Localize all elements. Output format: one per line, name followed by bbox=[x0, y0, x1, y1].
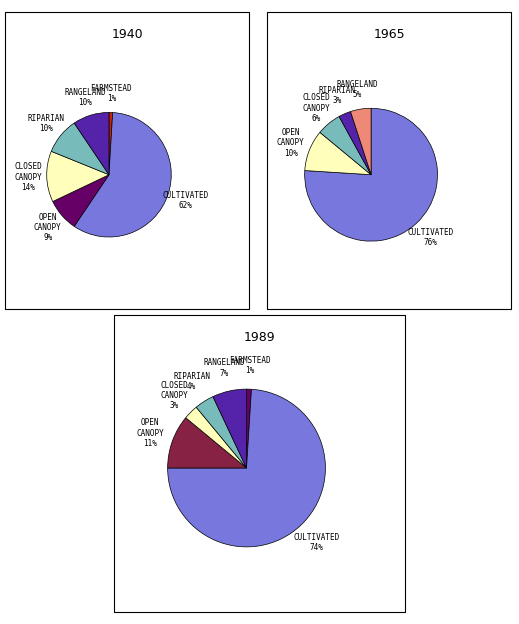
Wedge shape bbox=[305, 132, 371, 175]
Text: 1989: 1989 bbox=[244, 331, 275, 344]
Text: OPEN
CANOPY
9%: OPEN CANOPY 9% bbox=[34, 213, 62, 243]
Text: FARMSTEAD
1%: FARMSTEAD 1% bbox=[91, 84, 132, 104]
Wedge shape bbox=[109, 112, 113, 175]
Wedge shape bbox=[74, 112, 171, 237]
Wedge shape bbox=[74, 112, 109, 175]
Text: CULTIVATED
76%: CULTIVATED 76% bbox=[407, 228, 453, 247]
Wedge shape bbox=[51, 123, 109, 175]
Text: RANGELAND
10%: RANGELAND 10% bbox=[64, 87, 106, 107]
Text: OPEN
CANOPY
11%: OPEN CANOPY 11% bbox=[136, 418, 164, 448]
Wedge shape bbox=[186, 407, 247, 468]
Text: 1940: 1940 bbox=[112, 28, 143, 41]
Wedge shape bbox=[47, 151, 109, 202]
Text: FARMSTEAD
1%: FARMSTEAD 1% bbox=[229, 356, 270, 375]
Text: CULTIVATED
74%: CULTIVATED 74% bbox=[294, 533, 340, 552]
Text: OPEN
CANOPY
10%: OPEN CANOPY 10% bbox=[277, 128, 305, 158]
Wedge shape bbox=[350, 109, 371, 175]
Text: RIPARIAN
10%: RIPARIAN 10% bbox=[28, 114, 65, 134]
Text: RIPARIAN
3%: RIPARIAN 3% bbox=[318, 85, 356, 105]
Wedge shape bbox=[339, 112, 371, 175]
Wedge shape bbox=[168, 389, 325, 547]
Wedge shape bbox=[320, 117, 371, 175]
Wedge shape bbox=[196, 397, 247, 468]
Text: RIPARIAN
4%: RIPARIAN 4% bbox=[173, 372, 210, 391]
Wedge shape bbox=[305, 109, 438, 241]
Text: CULTIVATED
62%: CULTIVATED 62% bbox=[162, 191, 209, 210]
Text: CLOSED
CANOPY
3%: CLOSED CANOPY 3% bbox=[160, 381, 188, 411]
Wedge shape bbox=[213, 389, 247, 468]
Text: CLOSED
CANOPY
6%: CLOSED CANOPY 6% bbox=[302, 93, 330, 123]
Wedge shape bbox=[168, 417, 247, 468]
Text: CLOSED
CANOPY
14%: CLOSED CANOPY 14% bbox=[14, 162, 42, 192]
Wedge shape bbox=[53, 175, 109, 227]
Text: 1965: 1965 bbox=[374, 28, 405, 41]
Wedge shape bbox=[247, 389, 252, 468]
Text: RANGELAND
5%: RANGELAND 5% bbox=[337, 80, 378, 99]
Text: RANGELAND
7%: RANGELAND 7% bbox=[203, 358, 245, 378]
